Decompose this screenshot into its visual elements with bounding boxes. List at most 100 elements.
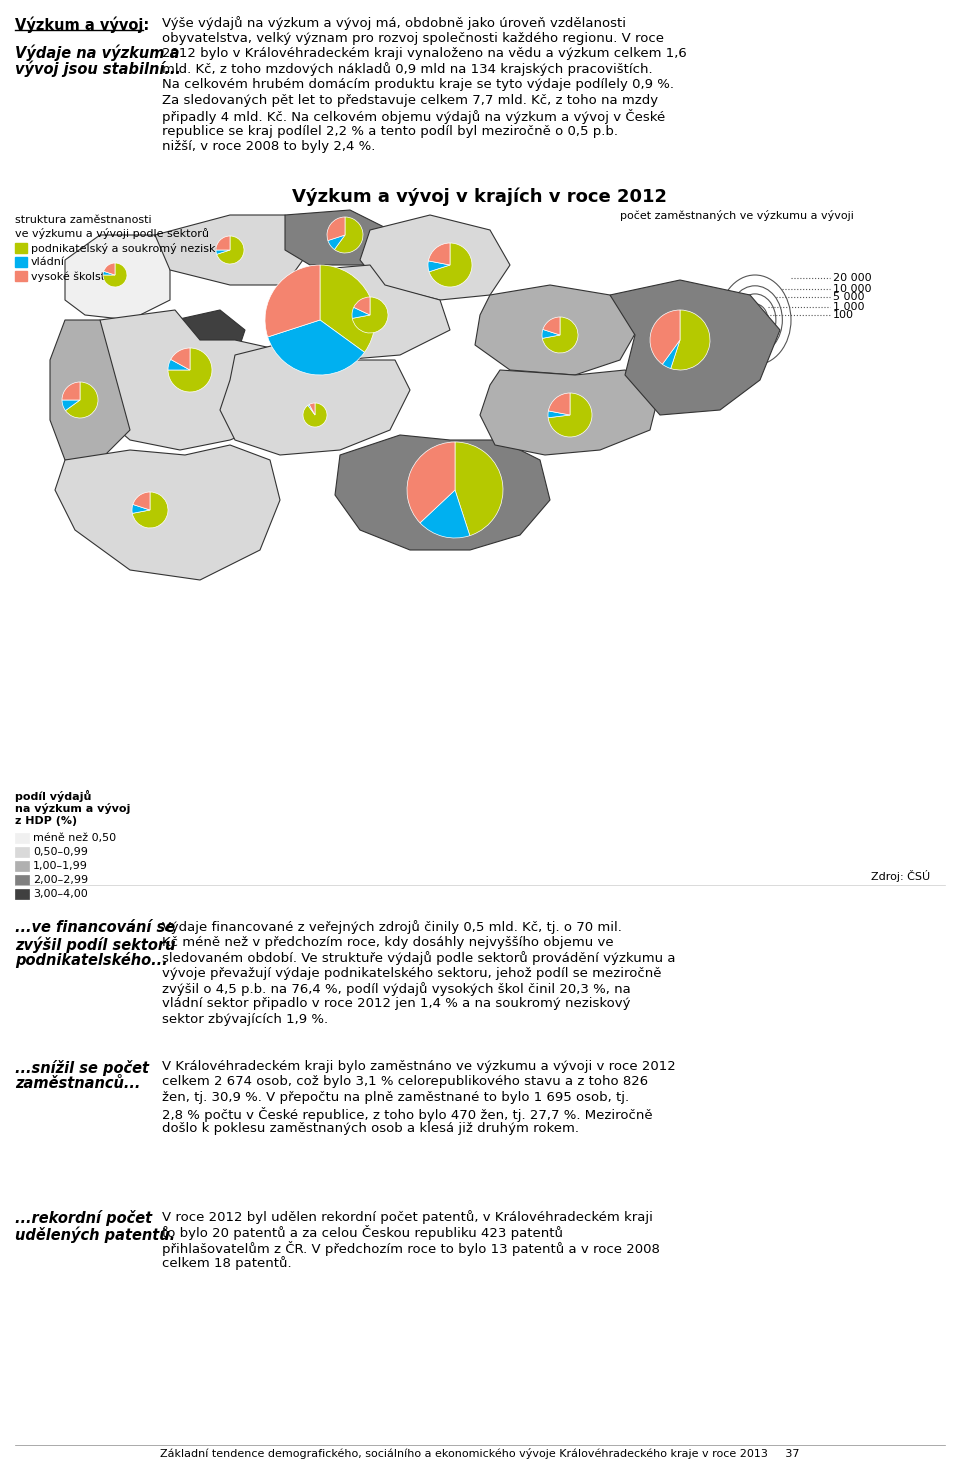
Text: Výše výdajů na výzkum a vývoj má, obdobně jako úroveň vzdělanosti: Výše výdajů na výzkum a vývoj má, obdobn… (162, 16, 626, 29)
Wedge shape (420, 490, 469, 538)
Text: 1,00–1,99: 1,00–1,99 (33, 861, 88, 872)
Wedge shape (428, 243, 450, 265)
Wedge shape (353, 297, 370, 315)
Text: sledovaném období. Ve struktuře výdajů podle sektorů provádění výzkumu a: sledovaném období. Ve struktuře výdajů p… (162, 951, 676, 964)
Wedge shape (62, 400, 80, 410)
Polygon shape (155, 215, 310, 285)
Text: ve výzkumu a vývoji podle sektorů: ve výzkumu a vývoji podle sektorů (15, 228, 209, 240)
Text: Výdaje na výzkum a: Výdaje na výzkum a (15, 44, 180, 60)
Polygon shape (80, 310, 300, 450)
Polygon shape (220, 340, 410, 456)
Text: Kč méně než v předchozím roce, kdy dosáhly nejvyššího objemu ve: Kč méně než v předchozím roce, kdy dosáh… (162, 935, 613, 948)
Wedge shape (327, 218, 345, 241)
Text: zvýšil podíl sektoru: zvýšil podíl sektoru (15, 936, 176, 953)
Text: méně než 0,50: méně než 0,50 (33, 833, 116, 842)
Bar (15, 833, 29, 842)
Wedge shape (542, 329, 560, 338)
Text: 2012 bylo v Královéhradeckém kraji vynaloženo na vědu a výzkum celkem 1,6: 2012 bylo v Královéhradeckém kraji vynal… (162, 47, 686, 60)
Text: Základní tendence demografického, sociálního a ekonomického vývoje Královéhradec: Základní tendence demografického, sociál… (160, 1448, 800, 1460)
Wedge shape (168, 348, 212, 392)
Wedge shape (455, 442, 503, 535)
Bar (15, 243, 27, 253)
Bar (15, 847, 29, 857)
Text: došlo k poklesu zaměstnaných osob a klesá již druhým rokem.: došlo k poklesu zaměstnaných osob a kles… (162, 1122, 579, 1135)
Wedge shape (104, 263, 115, 275)
Text: 2,8 % počtu v České republice, z toho bylo 470 žen, tj. 27,7 %. Meziročně: 2,8 % počtu v České republice, z toho by… (162, 1107, 653, 1122)
Bar (15, 257, 27, 268)
Text: Výzkum a vývoj v krajích v roce 2012: Výzkum a vývoj v krajích v roce 2012 (293, 187, 667, 206)
Wedge shape (542, 318, 578, 353)
Wedge shape (171, 348, 190, 370)
Wedge shape (216, 250, 230, 254)
Text: 1 000: 1 000 (833, 301, 865, 312)
Polygon shape (610, 279, 780, 415)
Wedge shape (548, 392, 592, 437)
Bar (15, 270, 27, 281)
Text: žen, tj. 30,9 %. V přepočtu na plně zaměstnané to bylo 1 695 osob, tj.: žen, tj. 30,9 %. V přepočtu na plně zamě… (162, 1091, 629, 1104)
Text: vývoje převažují výdaje podnikatelského sektoru, jehož podíl se meziročně: vývoje převažují výdaje podnikatelského … (162, 966, 661, 979)
Wedge shape (328, 235, 345, 250)
Polygon shape (65, 235, 170, 320)
Bar (15, 889, 29, 900)
Text: 3,00–4,00: 3,00–4,00 (33, 889, 87, 900)
Text: celkem 18 patentů.: celkem 18 patentů. (162, 1257, 292, 1270)
Text: z HDP (%): z HDP (%) (15, 816, 77, 826)
Polygon shape (175, 310, 245, 365)
Text: přihlašovatelům z ČR. V předchozím roce to bylo 13 patentů a v roce 2008: přihlašovatelům z ČR. V předchozím roce … (162, 1241, 660, 1255)
Text: připadly 4 mld. Kč. Na celkovém objemu výdajů na výzkum a vývoj v České: připadly 4 mld. Kč. Na celkovém objemu v… (162, 109, 665, 123)
Text: zaměstnanců...: zaměstnanců... (15, 1076, 140, 1091)
Polygon shape (360, 215, 510, 300)
Wedge shape (334, 218, 363, 253)
Wedge shape (428, 260, 450, 272)
Wedge shape (65, 382, 98, 417)
Wedge shape (650, 310, 680, 365)
Text: republice se kraj podílel 2,2 % a tento podíl byl meziročně o 0,5 p.b.: republice se kraj podílel 2,2 % a tento … (162, 125, 618, 138)
Wedge shape (309, 403, 315, 415)
Text: vládní: vládní (31, 257, 65, 268)
Wedge shape (265, 265, 320, 337)
Polygon shape (285, 210, 390, 265)
Text: podnikatelského...: podnikatelského... (15, 953, 168, 969)
Text: 2,00–2,99: 2,00–2,99 (33, 875, 88, 885)
Wedge shape (352, 297, 388, 334)
Wedge shape (548, 392, 570, 415)
Text: vysoké školství: vysoké školství (31, 270, 115, 281)
Wedge shape (308, 404, 315, 415)
Text: nižší, v roce 2008 to byly 2,4 %.: nižší, v roce 2008 to byly 2,4 %. (162, 140, 375, 153)
Text: Zdroj: ČSÚ: Zdroj: ČSÚ (871, 870, 930, 882)
Text: udělených patentů.: udělených patentů. (15, 1226, 175, 1244)
Text: 20 000: 20 000 (833, 273, 872, 284)
Polygon shape (480, 370, 660, 456)
Wedge shape (548, 412, 570, 417)
Text: Výzkum a vývoj:: Výzkum a vývoj: (15, 16, 149, 32)
Wedge shape (216, 237, 230, 250)
Text: to bylo 20 patentů a za celou Českou republiku 423 patentů: to bylo 20 patentů a za celou Českou rep… (162, 1226, 563, 1241)
Wedge shape (671, 310, 710, 370)
Bar (15, 875, 29, 885)
Text: sektor zbývajících 1,9 %.: sektor zbývajících 1,9 %. (162, 1013, 328, 1026)
Wedge shape (662, 340, 680, 369)
Text: vývoj jsou stabilní...: vývoj jsou stabilní... (15, 60, 180, 76)
Wedge shape (429, 243, 472, 287)
Text: Za sledovaných pět let to představuje celkem 7,7 mld. Kč, z toho na mzdy: Za sledovaných pět let to představuje ce… (162, 94, 659, 106)
Wedge shape (62, 382, 80, 400)
Text: celkem 2 674 osob, což bylo 3,1 % celorepublikového stavu a z toho 826: celkem 2 674 osob, což bylo 3,1 % celore… (162, 1076, 648, 1088)
Wedge shape (320, 265, 375, 353)
Wedge shape (217, 237, 244, 265)
Text: ...ve financování se: ...ve financování se (15, 920, 175, 935)
Text: počet zaměstnaných ve výzkumu a vývoji: počet zaměstnaných ve výzkumu a vývoji (620, 210, 853, 220)
Wedge shape (132, 492, 168, 528)
Text: 10 000: 10 000 (833, 284, 872, 294)
Text: na výzkum a vývoj: na výzkum a vývoj (15, 803, 131, 814)
Text: V roce 2012 byl udělen rekordní počet patentů, v Královéhradeckém kraji: V roce 2012 byl udělen rekordní počet pa… (162, 1210, 653, 1225)
Text: Na celkovém hrubém domácím produktu kraje se tyto výdaje podílely 0,9 %.: Na celkovém hrubém domácím produktu kraj… (162, 78, 674, 91)
Text: podnikatelský a soukromý neziskový: podnikatelský a soukromý neziskový (31, 243, 235, 254)
Bar (15, 861, 29, 872)
Text: V Královéhradeckém kraji bylo zaměstnáno ve výzkumu a vývoji v roce 2012: V Královéhradeckém kraji bylo zaměstnáno… (162, 1060, 676, 1073)
Text: ...snížil se počet: ...snížil se počet (15, 1060, 149, 1076)
Wedge shape (352, 307, 370, 319)
Text: obyvatelstva, velký význam pro rozvoj společnosti každého regionu. V roce: obyvatelstva, velký význam pro rozvoj sp… (162, 31, 664, 44)
Wedge shape (103, 263, 127, 287)
Text: 5 000: 5 000 (833, 293, 865, 301)
Text: zvýšil o 4,5 p.b. na 76,4 %, podíl výdajů vysokých škol činil 20,3 %, na: zvýšil o 4,5 p.b. na 76,4 %, podíl výdaj… (162, 982, 631, 997)
